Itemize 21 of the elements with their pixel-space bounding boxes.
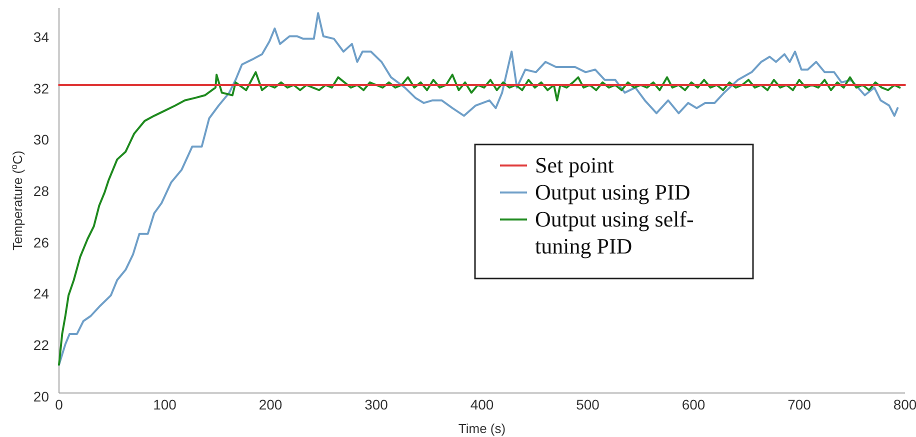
x-tick-label: 0 [55, 396, 64, 412]
x-tick-label: 800 [893, 396, 916, 412]
legend-label: Output using self-tuning PID [535, 206, 694, 258]
y-tick-label: 22 [33, 337, 50, 354]
x-tick-label: 600 [682, 396, 706, 412]
legend-label: Output using PID [535, 180, 690, 204]
y-tick-label: 24 [33, 286, 50, 302]
y-tick-label: 34 [33, 29, 50, 46]
legend-label: Set point [535, 152, 614, 178]
x-axis-title: Time (s) [458, 421, 506, 436]
x-tick-label: 500 [576, 396, 600, 412]
y-tick-label: 30 [33, 132, 50, 148]
x-tick-label: 400 [470, 396, 494, 412]
x-tick-label: 100 [153, 396, 177, 412]
x-tick-label: 700 [788, 396, 812, 412]
y-tick-label: 28 [33, 183, 50, 200]
x-tick-label: 300 [364, 396, 388, 412]
x-tick-label: 200 [258, 396, 282, 412]
y-tick-label: 20 [33, 388, 50, 404]
y-tick-label: 32 [33, 80, 50, 96]
y-tick-label: 26 [33, 234, 50, 250]
